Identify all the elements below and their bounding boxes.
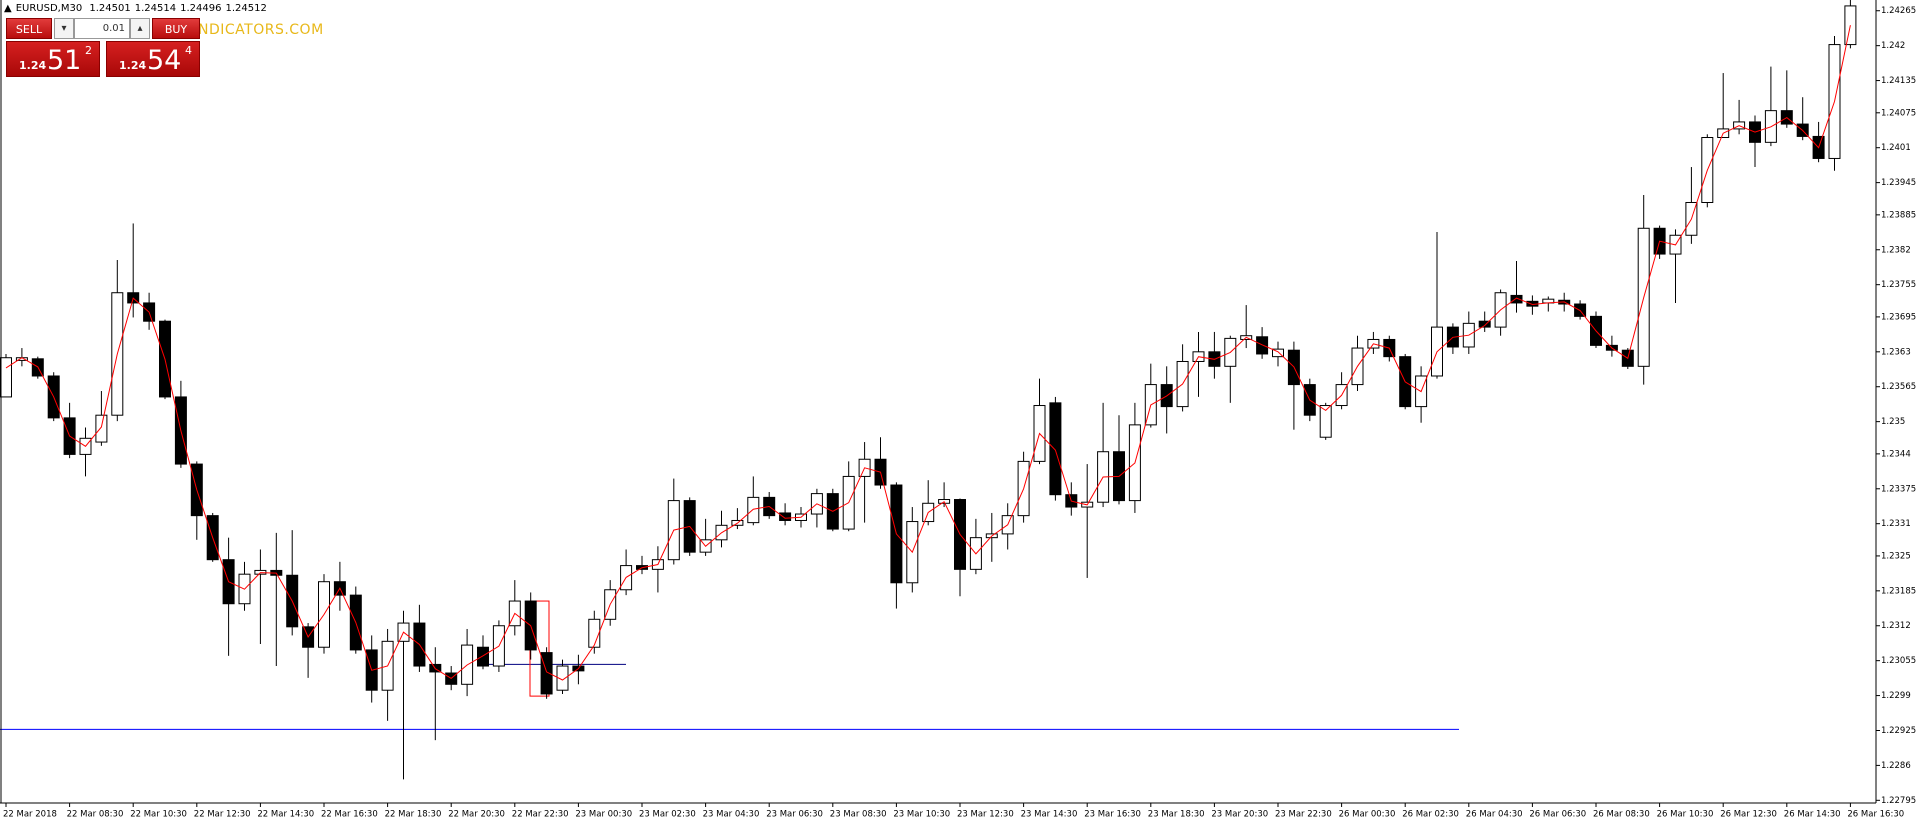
bid-pips: 51	[47, 45, 82, 76]
header-arrow: ▲	[4, 3, 12, 14]
quote-close: 1.24512	[225, 3, 267, 14]
x-tick-label: 23 Mar 18:30	[1148, 810, 1205, 820]
candle-body	[1319, 405, 1332, 438]
y-tick-label: 1.2363	[1881, 347, 1911, 357]
candle-body	[477, 646, 489, 667]
x-tick-label: 23 Mar 06:30	[766, 810, 823, 820]
x-tick-label: 26 Mar 10:30	[1657, 810, 1714, 820]
y-tick-label: 1.23375	[1881, 484, 1916, 494]
candle-body	[779, 512, 792, 521]
symbol: EURUSD,M30	[15, 3, 83, 14]
x-tick-label: 26 Mar 06:30	[1529, 810, 1586, 820]
x-tick-label: 23 Mar 14:30	[1021, 810, 1078, 820]
y-tick-label: 1.242	[1881, 41, 1905, 51]
lot-spinner[interactable]: ▴	[130, 18, 150, 39]
candle-body	[556, 665, 569, 691]
chart-header: ▲ EURUSD,M30 1.24501 1.24514 1.24496 1.24512	[4, 3, 271, 14]
y-tick-label: 1.23185	[1881, 586, 1916, 596]
y-tick-label: 1.2312	[1881, 621, 1911, 631]
quote-high: 1.24514	[134, 3, 177, 14]
x-tick-label: 22 Mar 14:30	[257, 810, 314, 820]
y-tick-label: 1.22925	[1881, 726, 1916, 736]
bid-big-figure: 1.24	[19, 59, 47, 72]
x-tick-label: 23 Mar 08:30	[830, 810, 887, 820]
x-tick-label: 23 Mar 12:30	[957, 810, 1014, 820]
candle-body	[540, 652, 553, 695]
candle-body	[1510, 294, 1523, 304]
x-tick-label: 22 Mar 22:30	[512, 810, 569, 820]
x-tick-label: 22 Mar 20:30	[448, 810, 505, 820]
y-tick-label: 1.24135	[1881, 76, 1916, 86]
y-tick-label: 1.2325	[1881, 551, 1911, 561]
y-tick-label: 1.23055	[1881, 656, 1916, 666]
y-tick-label: 1.2286	[1881, 761, 1911, 771]
candle-body	[1256, 336, 1269, 355]
bid-price[interactable]: 1.24 51 2	[6, 41, 100, 77]
candle-body	[95, 414, 108, 443]
quote-open: 1.24501	[89, 3, 131, 14]
candle-body	[1478, 320, 1491, 328]
quote-low: 1.24496	[180, 3, 222, 14]
candle-body	[0, 357, 12, 398]
lot-dropdown[interactable]: ▾	[54, 18, 74, 39]
x-tick-label: 23 Mar 04:30	[703, 810, 760, 820]
candle-body	[588, 618, 601, 648]
x-tick-label: 23 Mar 16:30	[1084, 810, 1141, 820]
x-tick-label: 22 Mar 12:30	[194, 810, 251, 820]
sell-button[interactable]: SELL	[6, 18, 52, 39]
x-tick-label: 23 Mar 02:30	[639, 810, 696, 820]
x-tick-label: 22 Mar 18:30	[385, 810, 442, 820]
y-tick-label: 1.23695	[1881, 312, 1916, 322]
ask-price[interactable]: 1.24 54 4	[106, 41, 200, 77]
y-tick-label: 1.2299	[1881, 691, 1911, 701]
x-tick-label: 26 Mar 14:30	[1784, 810, 1841, 820]
y-tick-label: 1.23945	[1881, 178, 1916, 188]
x-tick-label: 26 Mar 00:30	[1339, 810, 1396, 820]
candle-body	[1272, 348, 1284, 358]
x-tick-label: 26 Mar 02:30	[1402, 810, 1459, 820]
x-tick-label: 22 Mar 10:30	[130, 810, 187, 820]
y-tick-label: 1.23755	[1881, 280, 1916, 290]
bid-fraction: 2	[85, 44, 92, 57]
y-tick-label: 1.24265	[1881, 6, 1916, 16]
watermark: NDICATORS.COM	[198, 22, 324, 38]
y-tick-label: 1.23565	[1881, 382, 1916, 392]
x-tick-label: 26 Mar 04:30	[1466, 810, 1523, 820]
x-tick-label: 23 Mar 20:30	[1211, 810, 1268, 820]
y-tick-label: 1.2331	[1881, 519, 1911, 529]
x-tick-label: 23 Mar 10:30	[893, 810, 950, 820]
x-tick-label: 22 Mar 16:30	[321, 810, 378, 820]
ask-pips: 54	[147, 45, 182, 76]
y-tick-label: 1.235	[1881, 417, 1905, 427]
x-tick-label: 26 Mar 12:30	[1720, 810, 1777, 820]
candle-body	[1049, 402, 1062, 496]
x-tick-label: 26 Mar 08:30	[1593, 810, 1650, 820]
lot-input[interactable]: 0.01	[74, 18, 130, 39]
y-tick-label: 1.2344	[1881, 449, 1911, 459]
candle-body	[747, 496, 760, 524]
plot-area	[0, 0, 1857, 780]
y-tick-label: 1.2401	[1881, 143, 1911, 153]
ask-big-figure: 1.24	[119, 59, 147, 72]
x-tick-label: 23 Mar 00:30	[575, 810, 632, 820]
x-tick-label: 22 Mar 2018	[3, 810, 57, 820]
one-click-trading-panel: SELL ▾ 0.01 ▴ BUY 1.24 51 2 1.24 54 4	[6, 18, 200, 78]
x-tick-label: 22 Mar 08:30	[67, 810, 124, 820]
moving-average-line	[5, 25, 1851, 681]
ask-fraction: 4	[185, 44, 192, 57]
y-tick-label: 1.2382	[1881, 245, 1911, 255]
x-tick-label: 23 Mar 22:30	[1275, 810, 1332, 820]
y-tick-label: 1.24075	[1881, 108, 1916, 118]
y-tick-label: 1.22795	[1881, 796, 1916, 806]
x-tick-label: 26 Mar 16:30	[1847, 810, 1904, 820]
buy-button[interactable]: BUY	[152, 18, 200, 39]
y-tick-label: 1.23885	[1881, 210, 1916, 220]
